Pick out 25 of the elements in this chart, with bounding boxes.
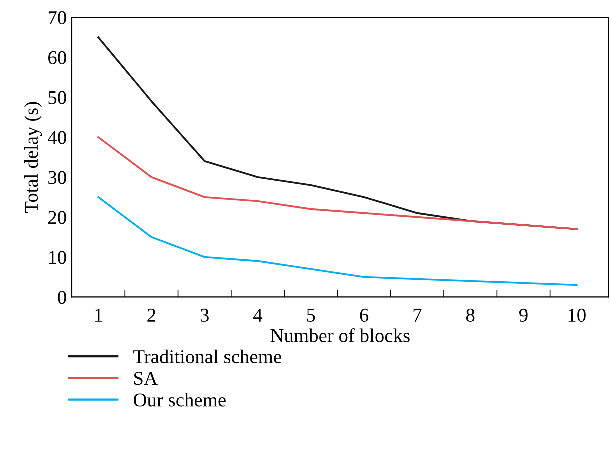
- line-series: [98, 136, 578, 230]
- y-tick-label: 70: [48, 11, 66, 25]
- x-tick-label: 6: [360, 308, 369, 322]
- legend-label: Traditional scheme: [134, 350, 282, 364]
- legend-label: SA: [134, 372, 158, 386]
- x-tick-label: 1: [95, 308, 102, 322]
- y-tick-label: 40: [48, 131, 66, 144]
- y-axis-title: Total delay (s): [24, 102, 42, 214]
- x-axis-title: Number of blocks: [270, 328, 410, 342]
- x-tick-label: 9: [520, 308, 528, 322]
- x-tick-label: 4: [254, 309, 263, 322]
- x-tick-label: 2: [148, 308, 156, 322]
- x-tick-label: 7: [414, 309, 422, 322]
- y-tick-label: 60: [48, 51, 66, 64]
- y-tick-label: 10: [49, 251, 66, 264]
- x-tick-label: 8: [466, 308, 475, 322]
- x-tick-label: 5: [307, 309, 316, 322]
- x-tick-label: 3: [200, 308, 209, 322]
- x-tick-label: 10: [568, 308, 586, 322]
- y-tick-label: 20: [48, 211, 66, 224]
- y-tick-label: 50: [48, 91, 66, 104]
- legend-label: Our scheme: [134, 393, 226, 407]
- y-tick-label: 30: [48, 171, 66, 184]
- y-tick-label: 0: [58, 291, 66, 304]
- line-series: [98, 196, 578, 286]
